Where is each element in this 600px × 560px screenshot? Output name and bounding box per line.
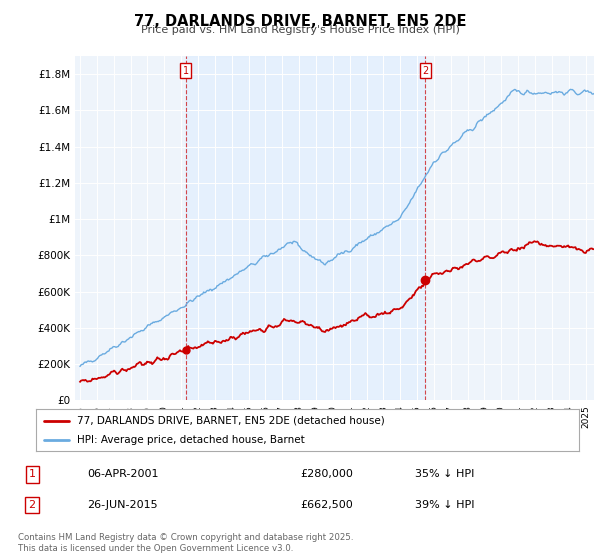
Text: 77, DARLANDS DRIVE, BARNET, EN5 2DE (detached house): 77, DARLANDS DRIVE, BARNET, EN5 2DE (det… bbox=[77, 416, 385, 426]
Text: 39% ↓ HPI: 39% ↓ HPI bbox=[415, 500, 475, 510]
Text: 77, DARLANDS DRIVE, BARNET, EN5 2DE: 77, DARLANDS DRIVE, BARNET, EN5 2DE bbox=[134, 14, 466, 29]
Text: 2: 2 bbox=[422, 66, 428, 76]
Text: 06-APR-2001: 06-APR-2001 bbox=[87, 469, 158, 479]
Text: 1: 1 bbox=[29, 469, 35, 479]
Text: 2: 2 bbox=[29, 500, 36, 510]
Text: HPI: Average price, detached house, Barnet: HPI: Average price, detached house, Barn… bbox=[77, 435, 304, 445]
Text: £280,000: £280,000 bbox=[300, 469, 353, 479]
Text: Price paid vs. HM Land Registry's House Price Index (HPI): Price paid vs. HM Land Registry's House … bbox=[140, 25, 460, 35]
Text: 35% ↓ HPI: 35% ↓ HPI bbox=[415, 469, 475, 479]
Text: £662,500: £662,500 bbox=[300, 500, 353, 510]
Text: Contains HM Land Registry data © Crown copyright and database right 2025.
This d: Contains HM Land Registry data © Crown c… bbox=[18, 533, 353, 553]
Text: 26-JUN-2015: 26-JUN-2015 bbox=[87, 500, 158, 510]
Bar bbox=[186, 56, 425, 400]
Text: 1: 1 bbox=[182, 66, 189, 76]
